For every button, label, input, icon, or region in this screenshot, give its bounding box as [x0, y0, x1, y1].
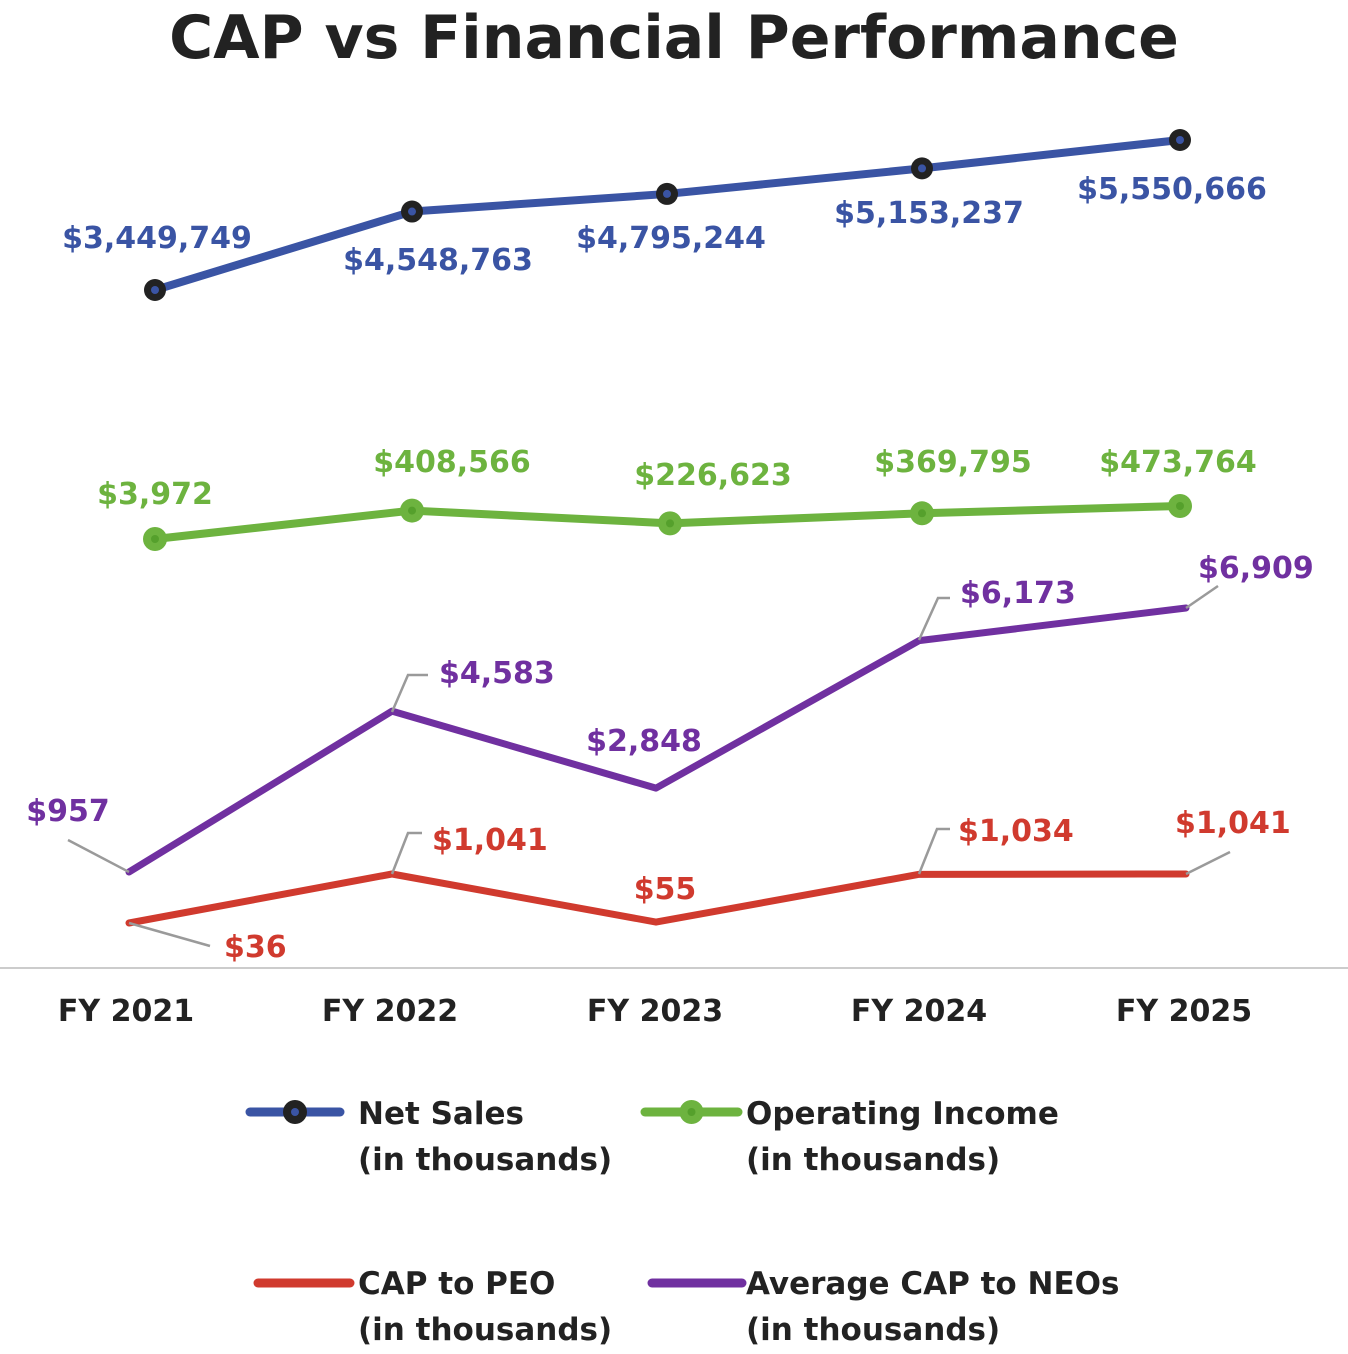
series-net-sales: $3,449,749 $4,548,763 $4,795,244 $5,153,237…: [62, 129, 1267, 301]
data-label: $1,041: [1175, 806, 1291, 841]
legend-sublabel: (in thousands): [358, 1312, 612, 1348]
data-label: $3,449,749: [62, 221, 252, 256]
x-axis: FY 2021 FY 2022 FY 2023 FY 2024 FY 2025: [0, 967, 1348, 1029]
leader-line: [1185, 584, 1219, 610]
legend-sublabel: (in thousands): [358, 1142, 612, 1178]
legend-sublabel: (in thousands): [746, 1312, 1000, 1348]
series-average-cap-to-neos: $957 $4,583 $2,848 $6,173 $6,909: [26, 551, 1314, 876]
data-label: $4,583: [439, 656, 555, 691]
legend-label: CAP to PEO: [358, 1266, 555, 1302]
x-tick-label: FY 2023: [587, 994, 723, 1029]
series-operating-income: $3,972 $408,566 $226,623 $369,795 $473,764: [97, 445, 1257, 551]
series-line: [125, 604, 1190, 876]
x-tick-label: FY 2021: [58, 994, 194, 1029]
data-label: $55: [634, 872, 697, 907]
data-label: $957: [26, 794, 110, 829]
chart-title: CAP vs Financial Performance: [169, 3, 1179, 73]
data-label: $5,550,666: [1077, 172, 1267, 207]
legend-item: Operating Income (in thousands): [640, 1096, 1059, 1178]
data-point-center: [151, 286, 159, 294]
data-label: $369,795: [874, 445, 1032, 480]
legend-item: Net Sales (in thousands): [245, 1096, 612, 1178]
data-point-center: [151, 535, 159, 543]
chart-series: $3,449,749 $4,548,763 $4,795,244 $5,153,237…: [26, 129, 1314, 965]
leader-line: [390, 831, 422, 875]
series-line: [151, 136, 1184, 294]
leader-line: [917, 827, 950, 875]
data-label: $6,173: [960, 576, 1076, 611]
data-point-center: [408, 506, 416, 515]
leader-line: [128, 921, 211, 948]
x-tick-label: FY 2024: [851, 994, 987, 1029]
legend-sublabel: (in thousands): [746, 1142, 1000, 1178]
data-label: $408,566: [373, 445, 531, 480]
data-label: $473,764: [1099, 445, 1257, 480]
data-point-center: [918, 509, 926, 518]
legend-label: Net Sales: [358, 1096, 524, 1132]
data-label: $1,034: [958, 814, 1074, 849]
legend-label: Operating Income: [746, 1096, 1059, 1132]
data-label: $36: [224, 930, 287, 965]
data-label: $4,795,244: [576, 221, 766, 256]
legend-item: CAP to PEO (in thousands): [253, 1266, 612, 1348]
data-label: $4,548,763: [343, 243, 533, 278]
data-label: $226,623: [634, 458, 792, 493]
data-point-center: [1176, 502, 1184, 510]
data-point-center: [1176, 136, 1184, 144]
series-line: [125, 870, 1190, 927]
data-point-center: [408, 207, 416, 216]
x-tick-label: FY 2022: [322, 994, 458, 1029]
data-label: $1,041: [432, 823, 548, 858]
leader-line: [1185, 850, 1231, 876]
data-label: $5,153,237: [834, 196, 1024, 231]
data-label: $3,972: [97, 477, 213, 512]
legend-marker-center: [687, 1108, 696, 1116]
data-point-center: [666, 519, 674, 528]
legend-label: Average CAP to NEOs: [746, 1266, 1119, 1302]
data-label: $6,909: [1198, 551, 1314, 586]
leader-line: [917, 596, 950, 641]
leader-line: [390, 673, 428, 713]
leader-line: [67, 838, 130, 874]
chart-legend: Net Sales (in thousands) Operating Income (…: [245, 1096, 1119, 1348]
x-tick-label: FY 2025: [1116, 994, 1252, 1029]
series-cap-to-peo: $36 $1,041 $55 $1,034 $1,041: [125, 806, 1291, 965]
legend-item: Average CAP to NEOs (in thousands): [647, 1266, 1119, 1348]
data-label: $2,848: [586, 724, 702, 759]
data-point-center: [663, 189, 671, 198]
data-point-center: [918, 164, 926, 173]
legend-marker-center: [291, 1108, 299, 1116]
